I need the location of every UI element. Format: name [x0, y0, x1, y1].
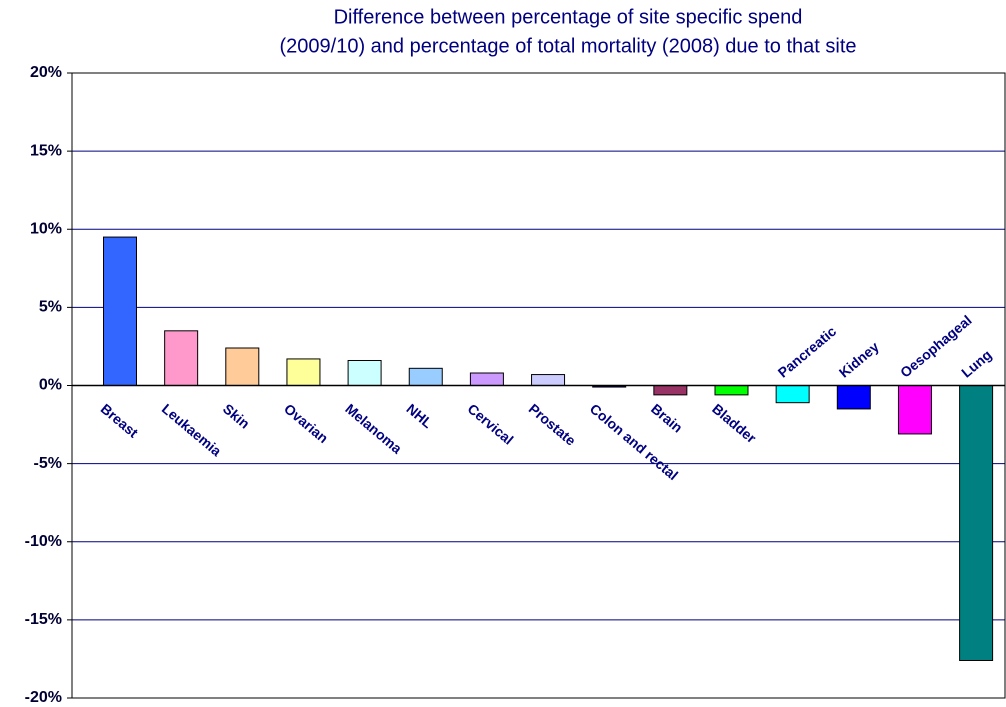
x-tick-label: Ovarian	[281, 400, 331, 446]
chart-title: Difference between percentage of site sp…	[334, 6, 803, 28]
bar	[469, 372, 504, 386]
chart-title: (2009/10) and percentage of total mortal…	[279, 35, 856, 57]
x-tick-label: Pancreatic	[775, 323, 840, 381]
bar	[897, 385, 932, 435]
x-tick-label: Bladder	[709, 400, 760, 446]
bar	[225, 347, 260, 386]
y-tick-label: 5%	[39, 299, 62, 316]
bar	[714, 385, 749, 396]
bar	[531, 374, 566, 386]
x-tick-label: Brain	[648, 400, 686, 435]
x-tick-label: Cervical	[465, 400, 517, 447]
y-tick-label: -5%	[34, 455, 62, 472]
y-tick-label: -15%	[25, 611, 62, 628]
bar	[836, 385, 871, 410]
y-tick-label: 20%	[30, 64, 62, 81]
bar	[959, 385, 994, 661]
y-tick-label: -10%	[25, 533, 62, 550]
x-tick-label: Skin	[220, 400, 253, 431]
x-tick-label: Prostate	[526, 400, 579, 448]
y-tick-label: -20%	[25, 689, 62, 706]
y-tick-label: 15%	[30, 142, 62, 159]
bar	[653, 385, 688, 396]
x-tick-label: Melanoma	[342, 400, 405, 456]
bar	[286, 358, 321, 386]
bar	[347, 360, 382, 386]
x-tick-label: Kidney	[836, 338, 882, 380]
y-tick-label: 0%	[39, 377, 62, 394]
bar	[408, 367, 443, 386]
bar	[103, 236, 137, 386]
x-tick-label: Lung	[958, 346, 994, 380]
x-tick-label: Breast	[98, 400, 142, 440]
bar	[164, 330, 199, 386]
x-tick-label: Leukaemia	[159, 400, 225, 459]
y-tick-label: 10%	[30, 220, 62, 237]
x-tick-label: NHL	[403, 400, 436, 431]
bar	[775, 385, 810, 404]
